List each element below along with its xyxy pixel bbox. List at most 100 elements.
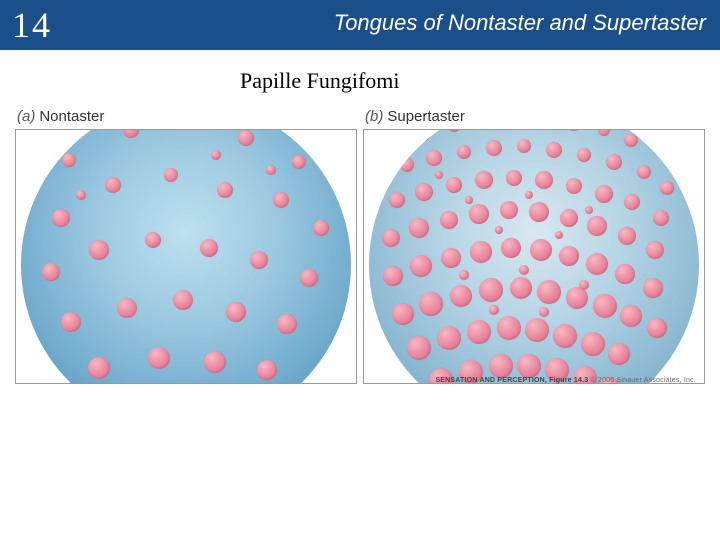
papilla bbox=[586, 253, 608, 275]
copyright-rest: © 2006 Sinauer Associates, Inc. bbox=[590, 377, 696, 384]
papilla bbox=[389, 192, 405, 208]
papilla bbox=[440, 211, 458, 229]
papilla bbox=[624, 194, 640, 210]
papilla bbox=[446, 177, 462, 193]
papilla bbox=[164, 168, 178, 182]
papilla bbox=[266, 165, 276, 175]
papilla bbox=[560, 209, 578, 227]
papilla bbox=[400, 158, 414, 172]
papilla bbox=[62, 153, 76, 167]
papilla bbox=[145, 232, 161, 248]
papilla bbox=[173, 290, 193, 310]
papilla bbox=[595, 185, 613, 203]
papilla bbox=[419, 292, 443, 316]
papilla bbox=[517, 354, 541, 378]
panel-b bbox=[363, 129, 705, 384]
papilla bbox=[457, 145, 471, 159]
papilla bbox=[486, 140, 502, 156]
papilla bbox=[546, 142, 562, 158]
papilla bbox=[418, 129, 430, 141]
papilla bbox=[489, 305, 499, 315]
papilla bbox=[250, 251, 268, 269]
subtitle: Papille Fungifomi bbox=[0, 68, 720, 94]
papilla bbox=[238, 130, 254, 146]
papilla bbox=[620, 305, 642, 327]
papilla bbox=[566, 287, 588, 309]
papilla bbox=[467, 320, 491, 344]
papilla bbox=[435, 171, 443, 179]
papilla bbox=[148, 347, 170, 369]
papilla bbox=[646, 241, 664, 259]
papilla bbox=[42, 263, 60, 281]
papilla bbox=[497, 316, 521, 340]
papilla bbox=[647, 318, 667, 338]
papilla bbox=[313, 220, 329, 236]
panel-a bbox=[15, 129, 357, 384]
papilla bbox=[211, 150, 221, 160]
papilla bbox=[407, 336, 431, 360]
papilla bbox=[555, 231, 563, 239]
papilla bbox=[437, 326, 461, 350]
panel-b-tag: (b) bbox=[365, 108, 383, 125]
panel-a-wrap: (a)Nontaster bbox=[15, 108, 357, 384]
papilla bbox=[539, 307, 549, 317]
papilla bbox=[200, 239, 218, 257]
papilla bbox=[410, 255, 432, 277]
panel-a-tag: (a) bbox=[17, 108, 35, 125]
papilla bbox=[469, 204, 489, 224]
panel-b-label: (b)Supertaster bbox=[363, 108, 705, 125]
papilla bbox=[608, 343, 630, 365]
copyright-bold: SENSATION AND PERCEPTION, Figure 14.3 bbox=[435, 377, 588, 384]
papilla bbox=[553, 324, 577, 348]
papilla bbox=[459, 270, 469, 280]
papilla bbox=[489, 354, 513, 378]
papilla bbox=[643, 278, 663, 298]
papilla bbox=[123, 129, 139, 138]
panel-a-label: (a)Nontaster bbox=[15, 108, 357, 125]
papilla bbox=[470, 241, 492, 263]
papilla bbox=[535, 171, 553, 189]
papilla bbox=[585, 206, 593, 214]
papilla bbox=[117, 298, 137, 318]
papilla bbox=[76, 190, 86, 200]
papilla bbox=[382, 229, 400, 247]
papilla bbox=[292, 155, 306, 169]
papilla bbox=[615, 264, 635, 284]
papilla bbox=[653, 210, 669, 226]
papilla bbox=[204, 351, 226, 373]
papilla bbox=[217, 182, 233, 198]
papilla bbox=[624, 133, 638, 147]
papilla bbox=[409, 218, 429, 238]
papilla bbox=[61, 312, 81, 332]
panel-b-wrap: (b)Supertaster bbox=[363, 108, 705, 384]
papilla bbox=[441, 248, 461, 268]
slide-header: 14 Tongues of Nontaster and Supertaster bbox=[0, 0, 720, 50]
copyright-line: SENSATION AND PERCEPTION, Figure 14.3 © … bbox=[435, 377, 696, 384]
papilla bbox=[559, 246, 579, 266]
papilla bbox=[529, 202, 549, 222]
papilla bbox=[479, 278, 503, 302]
papilla bbox=[606, 154, 622, 170]
papilla bbox=[447, 129, 461, 132]
papilla bbox=[587, 216, 607, 236]
chapter-number: 14 bbox=[0, 4, 52, 46]
tongue-b bbox=[369, 129, 699, 384]
papilla bbox=[577, 148, 591, 162]
papilla bbox=[519, 265, 529, 275]
papilla bbox=[618, 227, 636, 245]
papilla bbox=[579, 280, 589, 290]
papilla bbox=[89, 240, 109, 260]
papilla bbox=[226, 302, 246, 322]
papilla bbox=[383, 266, 403, 286]
papilla bbox=[495, 226, 503, 234]
figure-panels: (a)Nontaster (b)Supertaster bbox=[0, 108, 720, 384]
papilla bbox=[465, 196, 473, 204]
slide-title: Tongues of Nontaster and Supertaster bbox=[334, 10, 706, 36]
papilla bbox=[566, 178, 582, 194]
papilla bbox=[506, 170, 522, 186]
papilla bbox=[637, 165, 651, 179]
papilla bbox=[567, 129, 581, 131]
papilla bbox=[660, 181, 674, 195]
tongue-a bbox=[21, 129, 351, 384]
papilla bbox=[88, 357, 110, 379]
